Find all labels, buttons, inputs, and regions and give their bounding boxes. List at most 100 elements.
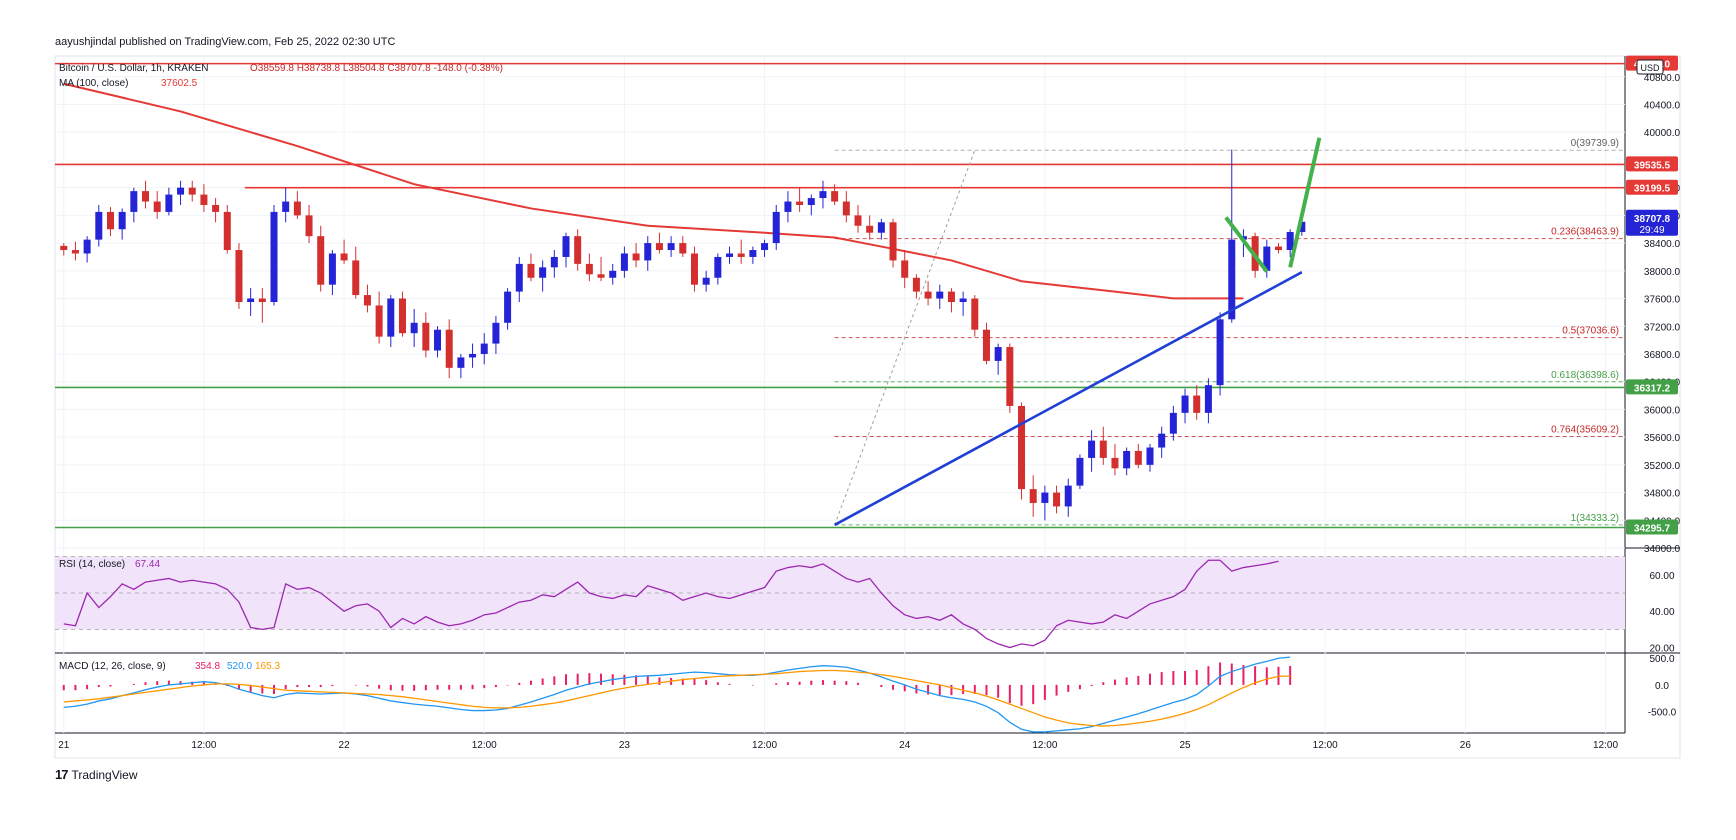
rsi-tick-label: 20.00 — [1649, 644, 1674, 655]
candle-body — [1181, 395, 1189, 413]
price-level-tag — [1626, 379, 1678, 395]
candle-body — [655, 243, 663, 251]
candle-body — [60, 245, 68, 251]
currency-label: USD — [1640, 63, 1660, 73]
candle-body — [165, 194, 173, 212]
current-price-tag — [1626, 209, 1678, 236]
ma-legend-label: MA (100, close) — [59, 78, 128, 89]
candle-body — [317, 236, 325, 285]
fib-level-label: 0.618(36398.6) — [1551, 370, 1619, 381]
candle-body — [1134, 450, 1142, 465]
time-tick-label: 12:00 — [1032, 740, 1057, 751]
rsi-line — [63, 559, 1279, 649]
publisher-caption: aayushjindal published on TradingView.co… — [55, 36, 396, 48]
grid-lines — [55, 56, 1625, 733]
forecast-path-down — [1224, 216, 1269, 273]
candle-body — [504, 291, 512, 323]
price-level-tag-text: 34295.7 — [1634, 524, 1671, 535]
time-tick-label: 24 — [899, 740, 911, 751]
candle-body — [1193, 395, 1201, 413]
time-tick-label: 26 — [1460, 740, 1472, 751]
candle-body — [188, 187, 196, 195]
macd-tick-label: 500.0 — [1649, 654, 1674, 665]
candle-body — [106, 211, 114, 230]
price-tick-label: 37200.0 — [1644, 322, 1681, 333]
candle-body — [749, 250, 757, 257]
price-tick-label: 40000.0 — [1644, 128, 1681, 139]
candle-body — [679, 243, 687, 254]
candle-body — [83, 239, 91, 254]
candle-body — [352, 260, 360, 296]
price-level-tag-text: 39199.5 — [1634, 184, 1671, 195]
price-level-tag — [1626, 179, 1678, 195]
candle-body — [492, 322, 500, 344]
price-tick-label: 36800.0 — [1644, 350, 1681, 361]
tradingview-mark-icon: 17 — [55, 767, 69, 782]
candle-body — [947, 291, 955, 302]
price-tick-label: 38400.0 — [1644, 239, 1681, 250]
candle-body — [363, 295, 371, 306]
candle-body — [796, 201, 804, 205]
candle-body — [1169, 412, 1177, 434]
price-level-tag — [1626, 519, 1678, 535]
candle-body — [480, 343, 488, 354]
candle-body — [328, 253, 336, 285]
candle-body — [690, 253, 698, 285]
candle-body — [1064, 485, 1072, 507]
candle-body — [445, 329, 453, 368]
candle-body — [959, 298, 967, 302]
candle-body — [784, 201, 792, 212]
price-pane — [55, 62, 1625, 529]
candle-body — [936, 291, 944, 299]
symbol-title: Bitcoin / U.S. Dollar, 1h, KRAKEN — [59, 63, 209, 74]
time-tick-label: 23 — [619, 740, 631, 751]
candle-body — [620, 253, 628, 271]
rsi-legend-label: RSI (14, close) — [59, 559, 125, 570]
candles — [60, 149, 1306, 521]
rsi-tick-label: 40.00 — [1649, 607, 1674, 618]
candle-body — [842, 201, 850, 216]
candle-body — [597, 274, 605, 278]
price-tick-label: 35600.0 — [1644, 433, 1681, 444]
candle-body — [714, 256, 722, 278]
time-tick-label: 12:00 — [191, 740, 216, 751]
macd-legend-label: MACD (12, 26, close, 9) — [59, 661, 166, 672]
current-price-value: 38707.8 — [1634, 214, 1671, 225]
candle-body — [1274, 246, 1282, 251]
candle-body — [1146, 447, 1154, 465]
candle-body — [1029, 489, 1037, 503]
candle-body — [1204, 385, 1212, 413]
fib-level-label: 1(34333.2) — [1571, 513, 1619, 524]
time-tick-label: 25 — [1179, 740, 1191, 751]
macd-legend-signal: 165.3 — [255, 661, 280, 672]
candle-body — [142, 191, 150, 202]
price-tick-label: 38000.0 — [1644, 267, 1681, 278]
candle-body — [1216, 319, 1224, 386]
candle-body — [982, 329, 990, 361]
candle-body — [854, 215, 862, 226]
price-tick-label: 37600.0 — [1644, 295, 1681, 306]
candle-body — [293, 201, 301, 216]
chart-frame — [54, 55, 1681, 759]
fib-level-label: 0.764(35609.2) — [1551, 424, 1619, 435]
candle-body — [819, 191, 827, 199]
candle-body — [1053, 492, 1061, 507]
tradingview-logo[interactable]: 17 TradingView — [55, 767, 138, 782]
fib-level-label: 0.236(38463.9) — [1551, 227, 1619, 238]
price-tick-label: 34800.0 — [1644, 489, 1681, 500]
forecast-path-up — [1288, 137, 1322, 268]
price-tick-label: 35200.0 — [1644, 461, 1681, 472]
candle-body — [95, 211, 103, 240]
candle-body — [469, 353, 477, 358]
fib-swing-line — [834, 150, 976, 526]
time-tick-label: 21 — [58, 740, 70, 751]
candle-body — [410, 322, 418, 334]
candle-body — [200, 194, 208, 205]
candle-body — [71, 250, 79, 254]
price-tick-label: 34000.0 — [1644, 544, 1681, 555]
candle-body — [305, 215, 313, 237]
fib-level-label: 0.5(37036.6) — [1562, 326, 1619, 337]
candle-body — [434, 329, 442, 351]
fib-level-label: 0(39739.9) — [1571, 138, 1619, 149]
